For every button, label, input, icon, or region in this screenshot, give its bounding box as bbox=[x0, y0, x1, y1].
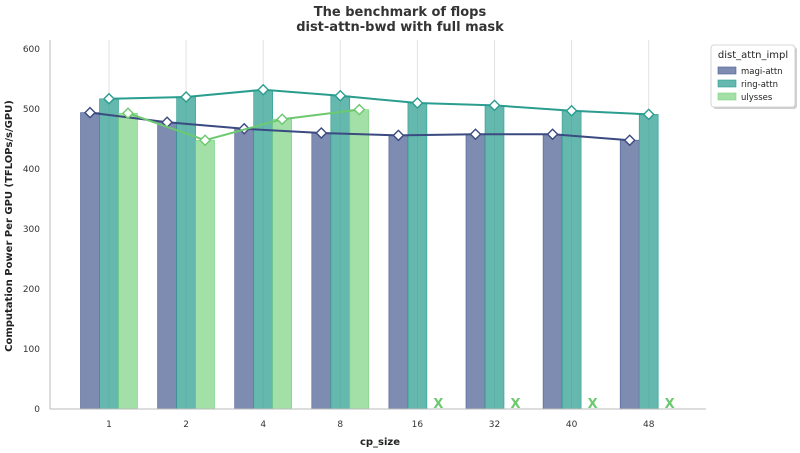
series-point bbox=[84, 106, 96, 119]
x-axis-label: cp_size bbox=[360, 437, 400, 448]
legend-title: dist_attn_impl bbox=[718, 50, 788, 61]
series-point bbox=[546, 128, 559, 141]
x-tick-label: 8 bbox=[337, 420, 343, 430]
y-tick-label: 0 bbox=[34, 405, 40, 415]
y-tick-label: 100 bbox=[23, 345, 40, 355]
series-line bbox=[108, 88, 649, 116]
legend-swatch bbox=[717, 92, 737, 101]
series-point bbox=[180, 91, 193, 103]
x-tick-label: 48 bbox=[643, 420, 655, 430]
bar bbox=[311, 132, 332, 410]
bar bbox=[388, 135, 409, 410]
series-point bbox=[315, 127, 328, 139]
lines-layer bbox=[84, 83, 655, 147]
x-tick-label: 4 bbox=[260, 420, 266, 430]
series-point bbox=[103, 92, 115, 105]
series-point bbox=[411, 97, 424, 109]
chart-title: The benchmark of flops bbox=[314, 5, 487, 20]
bar bbox=[330, 95, 351, 410]
series-point bbox=[642, 108, 655, 121]
series-point bbox=[122, 107, 134, 120]
chart-subtitle: dist-attn-bwd with full mask bbox=[296, 20, 504, 35]
bar bbox=[465, 133, 486, 410]
x-tick-label: 1 bbox=[106, 420, 112, 430]
bar bbox=[195, 139, 215, 410]
series-point bbox=[488, 99, 501, 112]
series-line bbox=[127, 108, 360, 142]
x-tick-label: 40 bbox=[566, 420, 578, 430]
series-point bbox=[276, 113, 289, 126]
series-point bbox=[623, 134, 636, 147]
bar bbox=[272, 118, 293, 410]
legend-swatch bbox=[717, 66, 737, 75]
bar bbox=[349, 109, 370, 410]
bar bbox=[407, 102, 428, 410]
missing-marker: X bbox=[588, 397, 598, 412]
bar bbox=[118, 112, 138, 410]
bar bbox=[561, 110, 582, 410]
legend-label: ring-attn bbox=[741, 80, 778, 90]
x-tick-label: 32 bbox=[489, 420, 500, 430]
series-point bbox=[565, 104, 578, 117]
x-tick-label: 2 bbox=[183, 420, 189, 430]
missing-marker: X bbox=[433, 397, 443, 412]
legend: dist_attn_impl magi-attn ring-attn ulysses bbox=[710, 44, 797, 109]
series-point bbox=[392, 129, 405, 142]
y-tick-label: 400 bbox=[23, 165, 40, 175]
series-point bbox=[334, 89, 347, 102]
missing-marker: X bbox=[665, 397, 675, 412]
legend-label: ulysses bbox=[741, 93, 773, 103]
series-point bbox=[257, 83, 270, 96]
bar bbox=[542, 133, 563, 410]
x-tick-label: 16 bbox=[412, 420, 424, 430]
bar bbox=[99, 98, 119, 410]
bar bbox=[157, 121, 177, 410]
series-line bbox=[89, 111, 630, 142]
series-point bbox=[469, 128, 482, 141]
y-tick-label: 200 bbox=[23, 285, 40, 295]
bar bbox=[176, 96, 196, 410]
legend-box bbox=[710, 44, 796, 108]
legend-label: magi-attn bbox=[741, 67, 783, 77]
bar bbox=[234, 128, 254, 410]
bar bbox=[638, 114, 659, 410]
y-tick-label: 500 bbox=[23, 105, 40, 115]
bar bbox=[484, 105, 505, 410]
y-tick-label: 600 bbox=[23, 45, 40, 55]
bar bbox=[80, 112, 100, 410]
y-axis-label: Computation Power Per GPU (TFLOPs/s/GPU) bbox=[4, 100, 15, 352]
bar bbox=[619, 139, 640, 410]
missing-marker: X bbox=[510, 397, 520, 412]
y-tick-label: 300 bbox=[23, 225, 40, 235]
series-point bbox=[199, 134, 212, 147]
bar bbox=[253, 89, 273, 410]
series-point bbox=[353, 103, 366, 116]
legend-swatch bbox=[717, 79, 737, 88]
